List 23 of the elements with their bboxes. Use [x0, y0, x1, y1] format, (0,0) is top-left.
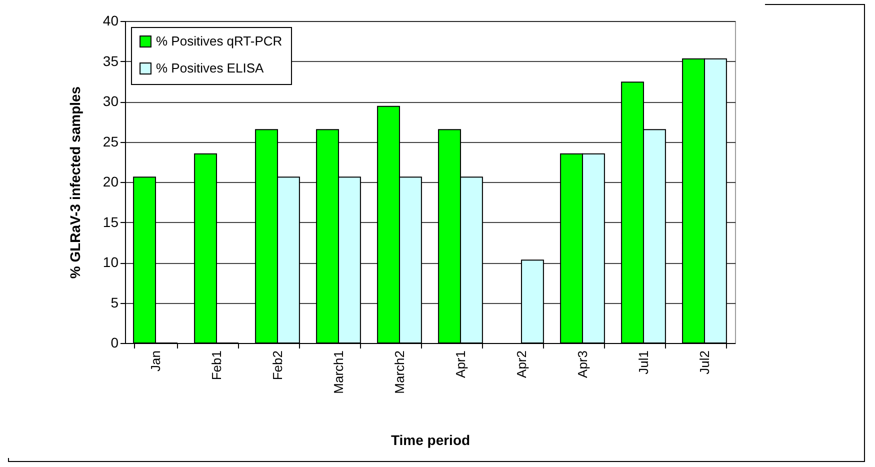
x-tick-label: Feb2 [270, 350, 285, 380]
x-tick-label: March1 [331, 350, 346, 394]
y-axis-title: % GLRaV-3 infected samples [66, 86, 83, 279]
x-tick-label: March2 [392, 350, 407, 394]
y-tick-label: 20 [102, 174, 119, 190]
x-tick-label: Apr3 [575, 350, 590, 378]
y-tick-label: 10 [102, 254, 119, 270]
y-tick-label: 35 [102, 52, 119, 69]
x-tick-label: Apr2 [514, 350, 529, 378]
legend-label: % Positives ELISA [156, 60, 264, 76]
x-tick-label: Jul2 [697, 350, 712, 374]
x-tick-label: Jan [148, 350, 163, 372]
x-tick-label: Feb1 [209, 350, 224, 380]
legend-label: % Positives qRT-PCR [156, 34, 282, 48]
x-axis-title: Time period [390, 432, 470, 448]
y-tick-label: 0 [110, 334, 119, 350]
y-tick-label: 5 [110, 294, 119, 310]
y-tick-label: 25 [102, 133, 119, 150]
y-tick-label: 30 [102, 93, 119, 109]
x-tick-label: Apr1 [453, 350, 468, 378]
x-tick-label: Jul1 [636, 350, 651, 374]
y-tick-label: 15 [102, 214, 119, 230]
y-tick-label: 40 [102, 12, 119, 28]
